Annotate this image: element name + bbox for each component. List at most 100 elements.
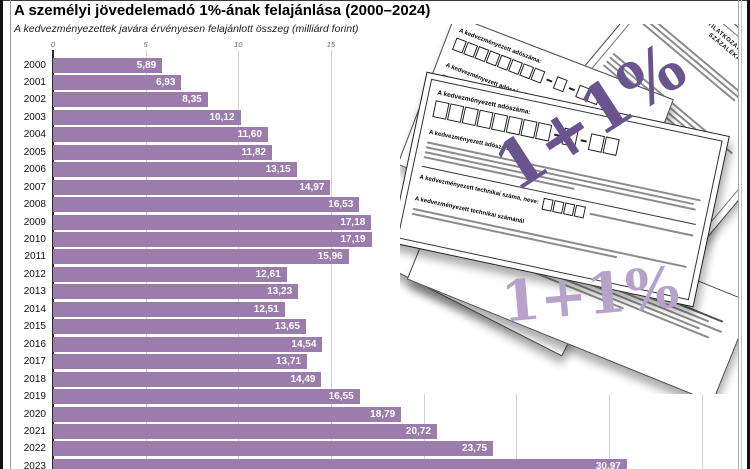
frame-right-border — [747, 0, 750, 469]
chart-row: 2004 11,60 — [8, 127, 268, 143]
x-tick-label: 10 — [234, 40, 243, 49]
year-label: 2018 — [23, 373, 46, 385]
bar: 13,65 — [53, 319, 306, 335]
value-label: 30,97 — [595, 460, 621, 469]
chart-row: 2000 5,89 — [8, 57, 163, 73]
chart-row: 2006 13,15 — [8, 162, 297, 178]
value-label: 15,96 — [317, 251, 343, 263]
chart-row: 2017 13,71 — [8, 354, 308, 370]
page-title: A személyi jövedelemadó 1%-ának felajánl… — [14, 2, 431, 19]
value-label: 11,60 — [237, 129, 262, 141]
year-label: 2023 — [23, 460, 46, 469]
year-label: 2006 — [23, 164, 46, 176]
value-label: 16,53 — [328, 199, 354, 211]
year-label: 2007 — [23, 181, 46, 193]
value-label: 14,97 — [299, 181, 325, 193]
value-label: 13,15 — [265, 164, 291, 176]
year-label: 2010 — [23, 234, 46, 245]
x-tick-label: 0 — [50, 40, 56, 49]
year-label: 2021 — [23, 425, 46, 437]
year-label: 2013 — [23, 286, 46, 298]
chart-row: 2019 16,55 — [8, 389, 360, 405]
value-label: 13,65 — [274, 321, 300, 333]
page-subtitle: A kedvezményezettek javára érvényesen fe… — [14, 23, 359, 35]
chart-row: 2012 12,61 — [8, 266, 287, 282]
chart-row: 2003 10,12 — [8, 109, 241, 125]
year-label: 2003 — [23, 111, 46, 123]
year-label: 2014 — [23, 303, 46, 315]
chart-row: 2022 23,75 — [8, 441, 494, 457]
value-label: 13,71 — [276, 356, 302, 368]
bar: 20,72 — [53, 423, 437, 439]
year-label: 2000 — [23, 59, 46, 71]
chart-row: 2016 14,54 — [8, 336, 323, 352]
value-label: 16,55 — [328, 391, 354, 403]
frame-left-rule — [10, 0, 11, 469]
bar: 12,61 — [53, 266, 287, 282]
chart-row: 2014 12,51 — [8, 301, 285, 317]
value-label: 17,19 — [340, 234, 366, 245]
chart-row: 2015 13,65 — [8, 319, 306, 335]
bar: 14,54 — [53, 336, 323, 352]
value-label: 13,23 — [267, 286, 293, 298]
bar: 14,49 — [53, 371, 322, 387]
year-label: 2002 — [23, 94, 46, 106]
forms-illustration: RENDELKEZŐ NYILATKOZAT A BEFIZETETT ADÓ … — [400, 24, 738, 394]
chart-row: 2020 18,79 — [8, 406, 402, 422]
chart-row: 2002 8,35 — [8, 92, 208, 108]
chart-row: 2007 14,97 — [8, 179, 331, 195]
frame-right-rule-2 — [741, 0, 742, 469]
one-plus-one-percent-watermark-light: 1+1% — [498, 254, 682, 336]
chart-row: 2021 20,72 — [8, 423, 437, 439]
year-label: 2017 — [23, 356, 46, 368]
value-label: 18,79 — [370, 408, 396, 420]
chart-row: 2018 14,49 — [8, 371, 322, 387]
bar: 10,12 — [53, 109, 241, 125]
bar: 16,55 — [53, 389, 360, 405]
year-label: 2019 — [23, 391, 46, 403]
bar: 17,18 — [53, 214, 372, 230]
chart-row: 2001 6,93 — [8, 74, 182, 90]
chart-row: 2011 15,96 — [8, 249, 349, 265]
chart-row: 2010 17,19 — [8, 232, 372, 247]
value-label: 23,75 — [462, 443, 488, 455]
chart-row: 2008 16,53 — [8, 197, 360, 213]
year-label: 2004 — [23, 129, 46, 141]
x-tick-label: 15 — [326, 40, 336, 49]
value-label: 11,82 — [241, 146, 267, 158]
value-label: 10,12 — [209, 111, 235, 123]
year-label: 2008 — [23, 199, 46, 211]
value-label: 14,54 — [291, 338, 317, 350]
value-label: 12,61 — [255, 268, 281, 280]
bar: 11,60 — [53, 127, 268, 143]
frame-right-rule — [738, 0, 739, 469]
value-label: 14,49 — [290, 373, 316, 385]
bar: 12,51 — [53, 301, 285, 317]
value-label: 5,89 — [136, 59, 157, 71]
bar: 13,71 — [53, 354, 308, 370]
value-label: 20,72 — [405, 425, 431, 437]
year-label: 2012 — [23, 268, 46, 280]
bar: 8,35 — [53, 92, 208, 108]
bar: 11,82 — [53, 144, 273, 160]
year-label: 2015 — [23, 321, 46, 333]
chart-row: 2013 13,23 — [8, 284, 299, 300]
year-label: 2016 — [23, 338, 46, 350]
chart-row: 2005 11,82 — [8, 144, 273, 160]
year-label: 2001 — [23, 76, 46, 88]
bar: 13,23 — [53, 284, 299, 300]
bar: 14,97 — [53, 179, 331, 195]
year-label: 2022 — [23, 443, 46, 455]
bar: 16,53 — [53, 197, 360, 213]
bar: 15,96 — [53, 249, 349, 265]
value-label: 12,51 — [253, 303, 279, 315]
bar: 6,93 — [53, 74, 182, 90]
value-label: 17,18 — [340, 216, 366, 228]
bar: 23,75 — [53, 441, 494, 457]
frame-top-border — [0, 0, 750, 1]
bar: 5,89 — [53, 57, 163, 73]
x-tick-label: 5 — [143, 40, 148, 49]
bar: 17,19 — [53, 232, 372, 247]
value-label: 8,35 — [182, 94, 202, 106]
